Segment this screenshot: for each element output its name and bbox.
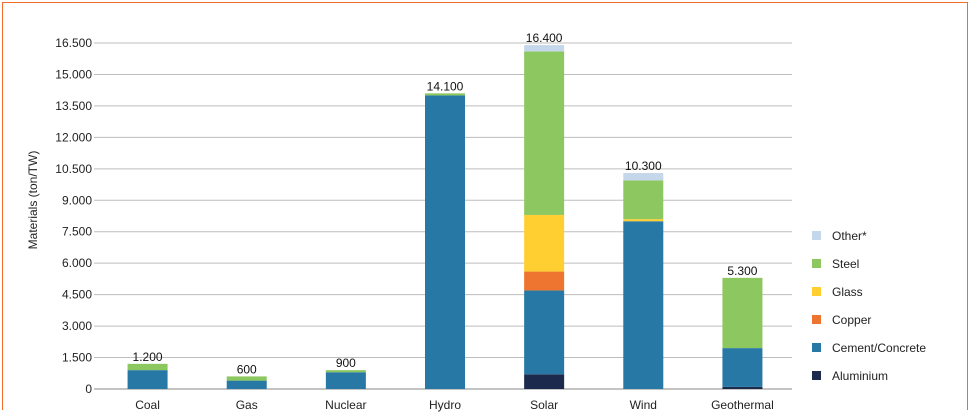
y-tick-label: 13.500 xyxy=(55,99,92,113)
y-tick-label: 0 xyxy=(85,382,92,396)
legend: Other* Steel Glass Copper Cement/Concrete Alu… xyxy=(812,229,926,383)
y-tick-label: 9.000 xyxy=(62,193,92,207)
x-tick-label: Wind xyxy=(630,398,657,412)
x-tick-label: Solar xyxy=(530,398,558,412)
bar-segment-copper xyxy=(524,271,565,291)
x-tick-label: Gas xyxy=(236,398,258,412)
total-labels: 1.200 600 900 14.100 16.400 10.300 5.300 xyxy=(133,31,758,376)
x-tick-label: Geothermal xyxy=(711,398,774,412)
total-label: 14.100 xyxy=(427,79,464,93)
bar-segment-cement-concrete xyxy=(226,380,267,389)
bar-segment-cement-concrete xyxy=(425,95,465,389)
legend-label: Copper xyxy=(832,313,871,327)
legend-swatch xyxy=(812,287,821,296)
y-tick-labels: 0 1.500 3.000 4.500 6.000 7.500 9.000 10.500 12.… xyxy=(55,36,92,396)
total-label: 5.300 xyxy=(727,264,757,278)
bar-segment-steel xyxy=(226,376,267,381)
total-label: 1.200 xyxy=(133,350,163,364)
legend-swatch xyxy=(812,315,821,324)
y-tick-label: 15.000 xyxy=(55,67,92,81)
legend-swatch xyxy=(812,259,821,268)
total-label: 10.300 xyxy=(625,159,662,173)
total-label: 16.400 xyxy=(526,31,563,45)
bar-segment-aluminium xyxy=(722,386,763,389)
bar-segment-aluminium xyxy=(524,374,565,389)
x-tick-label: Coal xyxy=(135,398,160,412)
bar-segment-steel xyxy=(425,93,465,96)
bar-segment-cement-concrete xyxy=(722,348,763,387)
bar-segment-other xyxy=(524,45,565,52)
y-tick-label: 16.500 xyxy=(55,36,92,50)
bar-segment-glass xyxy=(623,219,664,222)
bar-segment-other xyxy=(623,173,664,181)
bar-segment-cement-concrete xyxy=(524,290,565,375)
bar-segment-cement-concrete xyxy=(127,370,168,389)
y-tick-label: 6.000 xyxy=(62,256,92,270)
bar-segment-steel xyxy=(127,363,168,371)
legend-swatch xyxy=(812,371,821,380)
y-tick-label: 10.500 xyxy=(55,162,92,176)
x-tick-label: Nuclear xyxy=(325,398,366,412)
y-tick-label: 7.500 xyxy=(62,225,92,239)
y-axis-label: Materials (ton/TW) xyxy=(26,151,40,250)
y-tick-label: 4.500 xyxy=(62,288,92,302)
bar-segment-cement-concrete xyxy=(325,372,366,389)
y-tick-label: 3.000 xyxy=(62,319,92,333)
y-tick-label: 12.000 xyxy=(55,130,92,144)
total-label: 900 xyxy=(336,356,356,370)
bar-segment-steel xyxy=(325,370,366,373)
legend-swatch xyxy=(812,343,821,352)
bar-segment-steel xyxy=(524,51,565,215)
legend-label: Aluminium xyxy=(832,369,888,383)
bars xyxy=(127,45,763,389)
legend-label: Cement/Concrete xyxy=(832,341,926,355)
legend-label: Glass xyxy=(832,285,863,299)
total-label: 600 xyxy=(237,362,257,376)
legend-label: Other* xyxy=(832,229,867,243)
bar-segment-glass xyxy=(524,214,565,272)
x-tick-label: Hydro xyxy=(429,398,461,412)
bar-segment-steel xyxy=(722,277,763,349)
bar-segment-cement-concrete xyxy=(623,221,664,389)
bar-segment-steel xyxy=(623,180,664,220)
x-tick-labels: Coal Gas Nuclear Hydro Solar Wind Geothermal xyxy=(135,398,774,412)
legend-swatch xyxy=(812,231,821,240)
legend-label: Steel xyxy=(832,257,859,271)
y-tick-label: 1.500 xyxy=(62,351,92,365)
